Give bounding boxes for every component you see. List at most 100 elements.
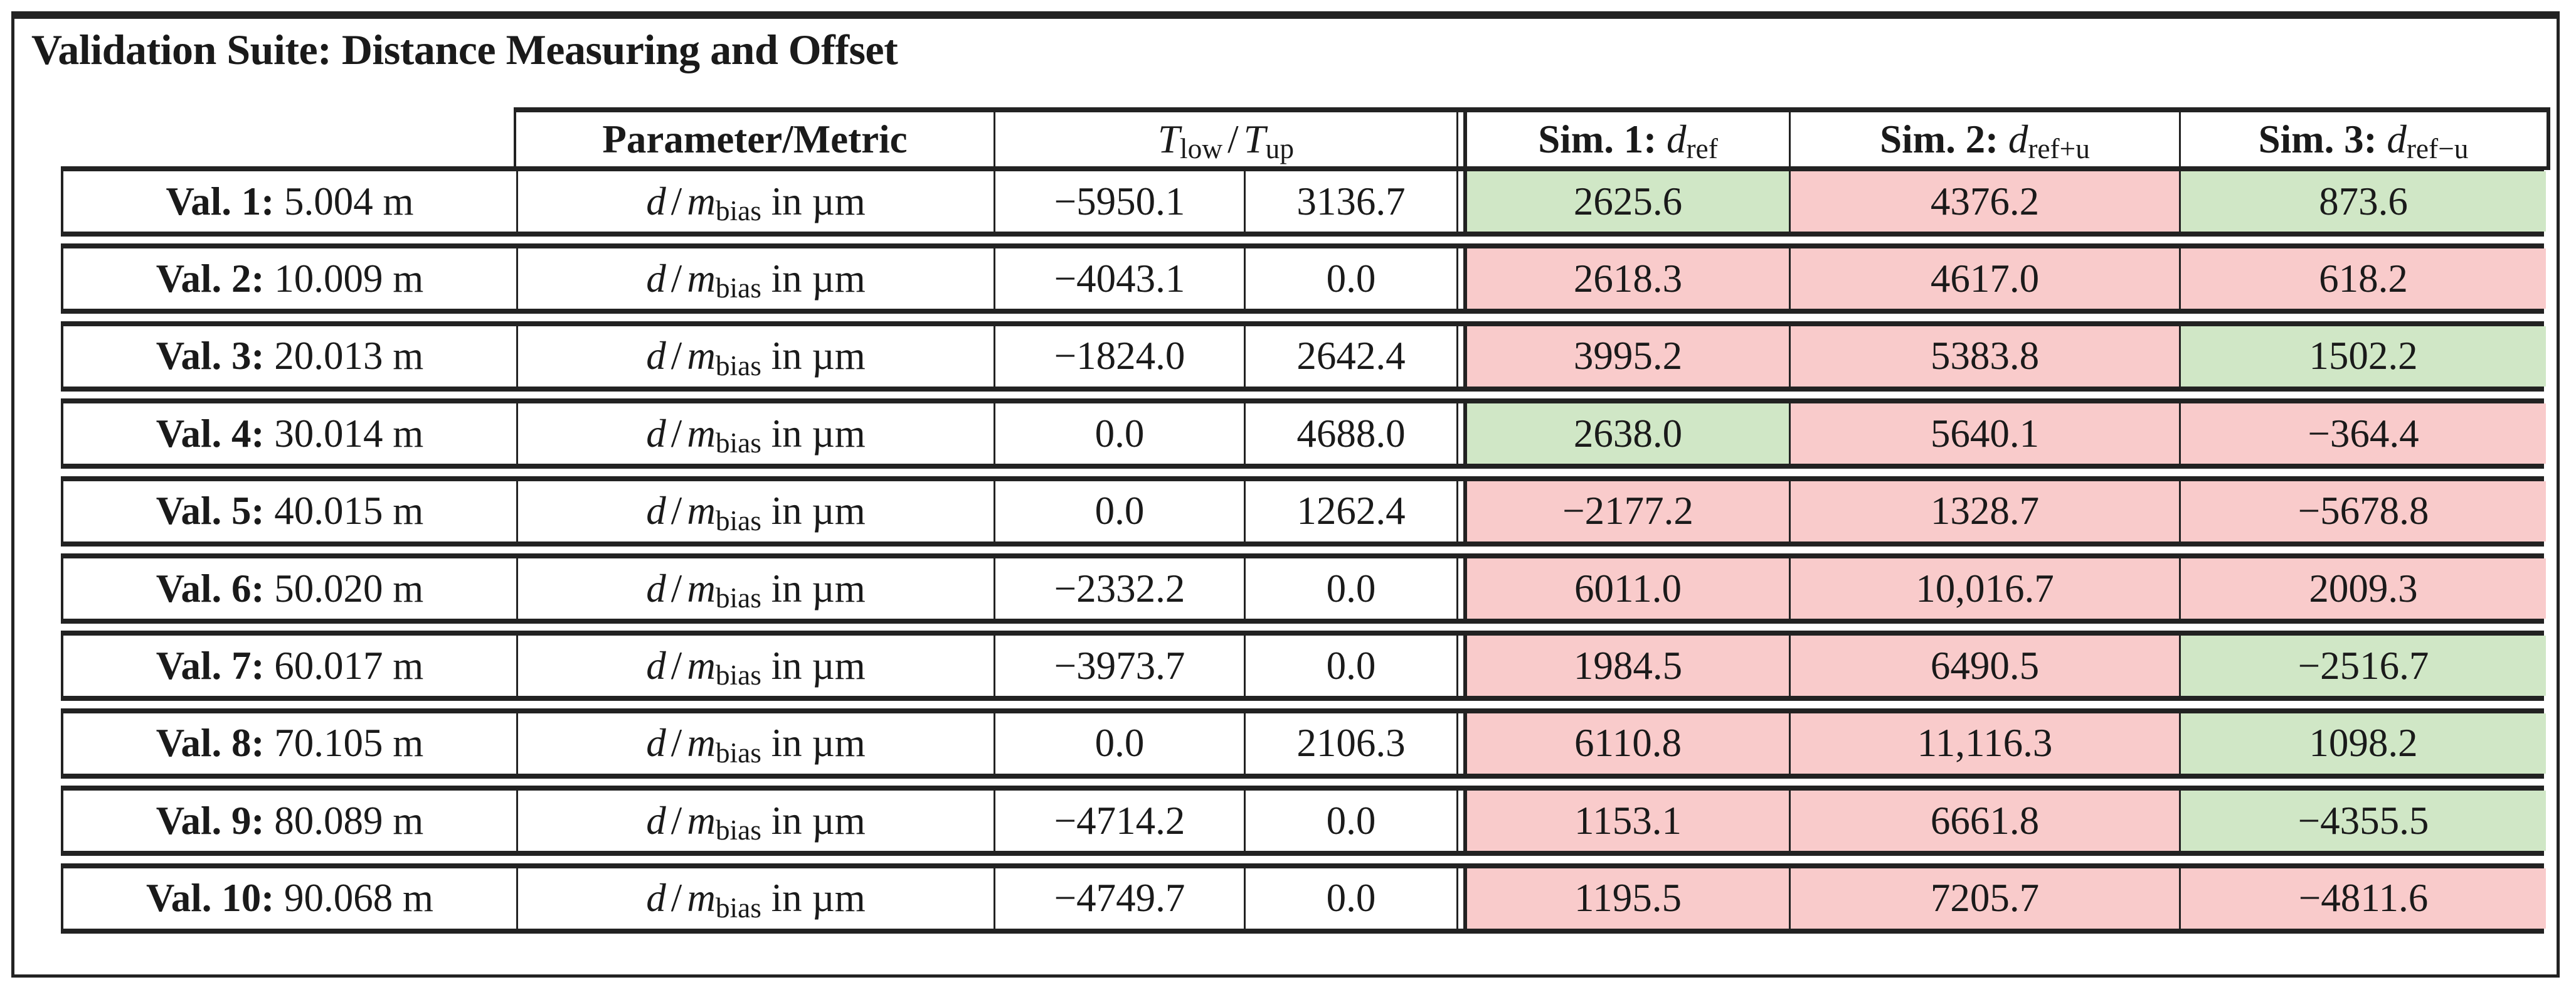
metric-d: d: [646, 256, 666, 301]
validation-suite-panel: [11, 11, 2560, 978]
sim-1-value: 1153.1: [1465, 791, 1789, 851]
sim-1-value: 1195.5: [1465, 868, 1789, 929]
double-divider: [1456, 481, 1465, 541]
metric-sub: bias: [715, 349, 761, 381]
sim-3-value: −4811.6: [2179, 868, 2546, 929]
tolerance-low: −1824.0: [994, 326, 1244, 387]
val-id: Val. 9:: [156, 798, 265, 843]
val-distance: 80.089 m: [274, 798, 424, 843]
metric-cell: d / m bias in µm: [516, 248, 994, 309]
double-divider: [1456, 636, 1465, 696]
sim-var: d: [1666, 117, 1687, 161]
sim-2-value: 4376.2: [1789, 171, 2179, 232]
sim-3-value: 2009.3: [2179, 558, 2546, 619]
sim-2-value: 1328.7: [1789, 481, 2179, 541]
metric-d: d: [646, 179, 666, 223]
tolerance-low: 0.0: [994, 713, 1244, 774]
double-divider: [1456, 326, 1465, 387]
metric-slash: /: [671, 566, 682, 611]
sim-sub: ref+u: [2028, 132, 2090, 164]
sim-1-value: 3995.2: [1465, 326, 1789, 387]
metric-cell: d / m bias in µm: [516, 326, 994, 387]
val-id: Val. 5:: [156, 489, 265, 533]
metric-unit: in µm: [771, 798, 866, 843]
metric-slash: /: [671, 643, 682, 688]
sim-var: d: [2387, 117, 2407, 161]
table-row: Val. 3: 20.013 m d / m bias in µm −1824.0 2642…: [61, 321, 2546, 392]
validation-label: Val. 9: 80.089 m: [63, 791, 516, 851]
metric-sub: bias: [715, 272, 761, 304]
val-id: Val. 6:: [156, 566, 265, 611]
double-divider: [1456, 791, 1465, 851]
metric-d: d: [646, 334, 666, 378]
tolerance-up: 3136.7: [1244, 171, 1456, 232]
validation-label: Val. 3: 20.013 m: [63, 326, 516, 387]
t-up-sub: up: [1265, 132, 1294, 164]
sim-2-value: 6661.8: [1789, 791, 2179, 851]
metric-unit: in µm: [771, 334, 866, 378]
sim-1-value: 2625.6: [1465, 171, 1789, 232]
metric-cell: d / m bias in µm: [516, 868, 994, 929]
table-row: Val. 4: 30.014 m d / m bias in µm 0.0 4688.0 26…: [61, 398, 2546, 469]
tolerance-low: −4714.2: [994, 791, 1244, 851]
metric-d: d: [646, 489, 666, 533]
sim-1-value: 2638.0: [1465, 403, 1789, 464]
val-id: Val. 8:: [156, 721, 265, 765]
validation-label: Val. 1: 5.004 m: [63, 171, 516, 232]
metric-m: m: [687, 798, 716, 843]
metric-cell: d / m bias in µm: [516, 636, 994, 696]
metric-slash: /: [671, 489, 682, 533]
sim-1-value: 2618.3: [1465, 248, 1789, 309]
val-id: Val. 7:: [156, 643, 265, 688]
val-distance: 10.009 m: [274, 256, 424, 301]
val-id: Val. 4:: [156, 411, 265, 456]
sim-2-value: 5640.1: [1789, 403, 2179, 464]
t-symbol: T: [1157, 117, 1180, 161]
metric-sub: bias: [715, 504, 761, 536]
val-distance: 30.014 m: [274, 411, 424, 456]
metric-sub: bias: [715, 582, 761, 614]
metric-m: m: [687, 334, 716, 378]
metric-m: m: [687, 566, 716, 611]
double-divider: [1456, 112, 1465, 166]
tolerance-up: 0.0: [1244, 558, 1456, 619]
metric-m: m: [687, 721, 716, 765]
table-row: Val. 6: 50.020 m d / m bias in µm −2332.2 0.0 6…: [61, 553, 2546, 624]
sim-2-value: 4617.0: [1789, 248, 2179, 309]
val-distance: 20.013 m: [274, 334, 424, 378]
metric-sub: bias: [715, 814, 761, 846]
metric-slash: /: [671, 256, 682, 301]
sim-sub: ref: [1686, 132, 1718, 164]
metric-m: m: [687, 256, 716, 301]
header-sim-2: Sim. 2: d ref+u: [1789, 112, 2179, 166]
metric-cell: d / m bias in µm: [516, 481, 994, 541]
metric-unit: in µm: [771, 566, 866, 611]
sim-2-value: 6490.5: [1789, 636, 2179, 696]
tolerance-up: 0.0: [1244, 636, 1456, 696]
metric-m: m: [687, 489, 716, 533]
tolerance-low: −5950.1: [994, 171, 1244, 232]
metric-slash: /: [671, 876, 682, 920]
table-row: Val. 7: 60.017 m d / m bias in µm −3973.7 0.0 1…: [61, 631, 2546, 701]
validation-label: Val. 2: 10.009 m: [63, 248, 516, 309]
validation-label: Val. 10: 90.068 m: [63, 868, 516, 929]
tolerance-up: 2642.4: [1244, 326, 1456, 387]
tolerance-low: 0.0: [994, 403, 1244, 464]
sim-1-value: 6011.0: [1465, 558, 1789, 619]
tolerance-low: −4043.1: [994, 248, 1244, 309]
metric-slash: /: [671, 334, 682, 378]
val-distance: 60.017 m: [274, 643, 424, 688]
sim-1-value: 6110.8: [1465, 713, 1789, 774]
metric-sub: bias: [715, 427, 761, 459]
metric-sub: bias: [715, 659, 761, 691]
sim-3-value: −4355.5: [2179, 791, 2546, 851]
val-distance: 70.105 m: [274, 721, 424, 765]
tolerance-up: 0.0: [1244, 868, 1456, 929]
tolerance-up: 1262.4: [1244, 481, 1456, 541]
header-parameter-metric: Parameter/Metric: [602, 117, 908, 161]
double-divider: [1456, 868, 1465, 929]
separator: /: [1227, 117, 1239, 161]
double-divider: [1456, 403, 1465, 464]
table-row: Val. 1: 5.004 m d / m bias in µm −5950.1 3136.…: [61, 166, 2546, 237]
